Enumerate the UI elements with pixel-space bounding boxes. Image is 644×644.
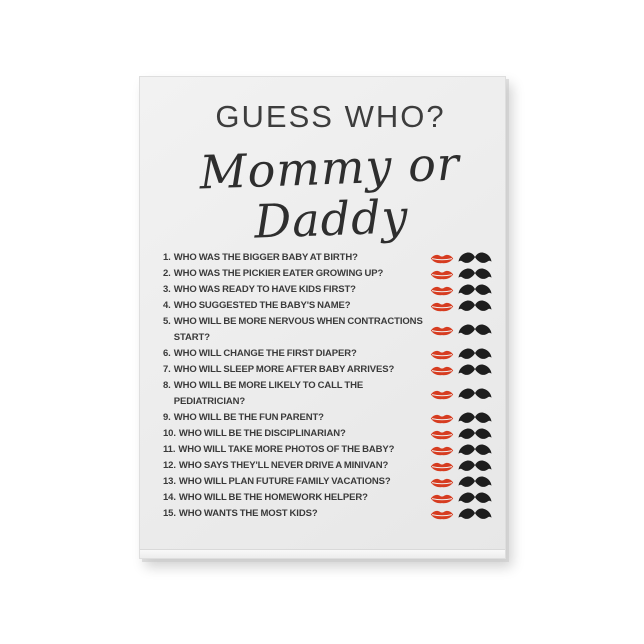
question-number: 13. [163,476,176,487]
mustache-icon [458,507,492,522]
mustache-icon [458,411,492,426]
question-row: 13. WHO WILL PLAN FUTURE FAMILY VACATION… [163,474,492,490]
question-text: WHO WILL SLEEP MORE AFTER BABY ARRIVES? [173,364,395,375]
mustache-icon [458,491,492,506]
game-notepad-card: GUESS WHO? Mommy or Daddy 1. WHO WAS THE… [139,76,506,559]
question-text: WHO WILL CHANGE THE FIRST DIAPER? [173,348,357,359]
question-number: 12. [163,460,176,471]
question-text: WHO WAS THE BIGGER BABY AT BIRTH? [173,252,358,263]
lips-icon [430,508,454,521]
lips-icon [430,364,454,377]
question-row: 7. WHO WILL SLEEP MORE AFTER BABY ARRIVE… [163,362,492,378]
question-row: 2. WHO WAS THE PICKIER EATER GROWING UP? [163,266,492,282]
question-text: WHO WAS READY TO HAVE KIDS FIRST? [173,284,356,295]
question-text: WHO WANTS THE MOST KIDS? [178,508,318,519]
lips-icon [430,268,454,281]
question-text: WHO WILL BE MORE LIKELY TO CALL THE PEDI… [173,380,364,407]
question-text: WHO WILL TAKE MORE PHOTOS OF THE BABY? [178,444,395,455]
question-row: 5. WHO WILL BE MORE NERVOUS WHEN CONTRAC… [163,314,492,346]
questions-list: 1. WHO WAS THE BIGGER BABY AT BIRTH? 2. … [163,250,492,522]
question-row: 6. WHO WILL CHANGE THE FIRST DIAPER? [163,346,492,362]
question-row: 9. WHO WILL BE THE FUN PARENT? [163,410,492,426]
question-number: 2. [163,268,171,279]
lips-icon [430,492,454,505]
lips-icon [430,348,454,361]
mustache-icon [458,323,492,338]
mustache-icon [458,387,492,402]
lips-icon [430,324,454,337]
question-row: 12. WHO SAYS THEY'LL NEVER DRIVE A MINIV… [163,458,492,474]
question-number: 7. [163,364,171,375]
mustache-icon [458,347,492,362]
mustache-icon [458,427,492,442]
question-text: WHO SUGGESTED THE BABY'S NAME? [173,300,351,311]
question-text: WHO WILL BE THE HOMEWORK HELPER? [178,492,368,503]
mustache-icon [458,283,492,298]
question-text: WHO WILL BE THE DISCIPLINARIAN? [178,428,346,439]
mustache-icon [458,459,492,474]
question-number: 5. [163,316,171,327]
question-row: 8. WHO WILL BE MORE LIKELY TO CALL THE P… [163,378,492,410]
question-number: 9. [163,412,171,423]
mustache-icon [458,267,492,282]
question-number: 11. [163,444,176,455]
mustache-icon [458,475,492,490]
question-number: 1. [163,252,171,263]
lips-icon [430,428,454,441]
question-number: 15. [163,508,176,519]
question-text: WHO SAYS THEY'LL NEVER DRIVE A MINIVAN? [178,460,389,471]
lips-icon [430,476,454,489]
question-number: 8. [163,380,171,391]
question-number: 14. [163,492,176,503]
question-text: WHO WILL BE MORE NERVOUS WHEN CONTRACTIO… [173,316,423,343]
mustache-icon [458,251,492,266]
question-row: 14. WHO WILL BE THE HOMEWORK HELPER? [163,490,492,506]
question-number: 10. [163,428,176,439]
notepad-pages-edge [140,549,505,558]
lips-icon [430,412,454,425]
question-text: WHO WILL BE THE FUN PARENT? [173,412,324,423]
mustache-icon [458,363,492,378]
lips-icon [430,252,454,265]
question-row: 4. WHO SUGGESTED THE BABY'S NAME? [163,298,492,314]
question-row: 3. WHO WAS READY TO HAVE KIDS FIRST? [163,282,492,298]
question-number: 6. [163,348,171,359]
lips-icon [430,444,454,457]
question-row: 11. WHO WILL TAKE MORE PHOTOS OF THE BAB… [163,442,492,458]
question-row: 1. WHO WAS THE BIGGER BABY AT BIRTH? [163,250,492,266]
question-number: 4. [163,300,171,311]
lips-icon [430,284,454,297]
mustache-icon [458,443,492,458]
question-text: WHO WAS THE PICKIER EATER GROWING UP? [173,268,384,279]
question-number: 3. [163,284,171,295]
script-subtitle: Mommy or Daddy [198,136,461,249]
lips-icon [430,388,454,401]
lips-icon [430,300,454,313]
lips-icon [430,460,454,473]
question-row: 10. WHO WILL BE THE DISCIPLINARIAN? [163,426,492,442]
page-title: GUESS WHO? [215,99,446,134]
question-text: WHO WILL PLAN FUTURE FAMILY VACATIONS? [178,476,391,487]
question-row: 15. WHO WANTS THE MOST KIDS? [163,506,492,522]
mustache-icon [458,299,492,314]
